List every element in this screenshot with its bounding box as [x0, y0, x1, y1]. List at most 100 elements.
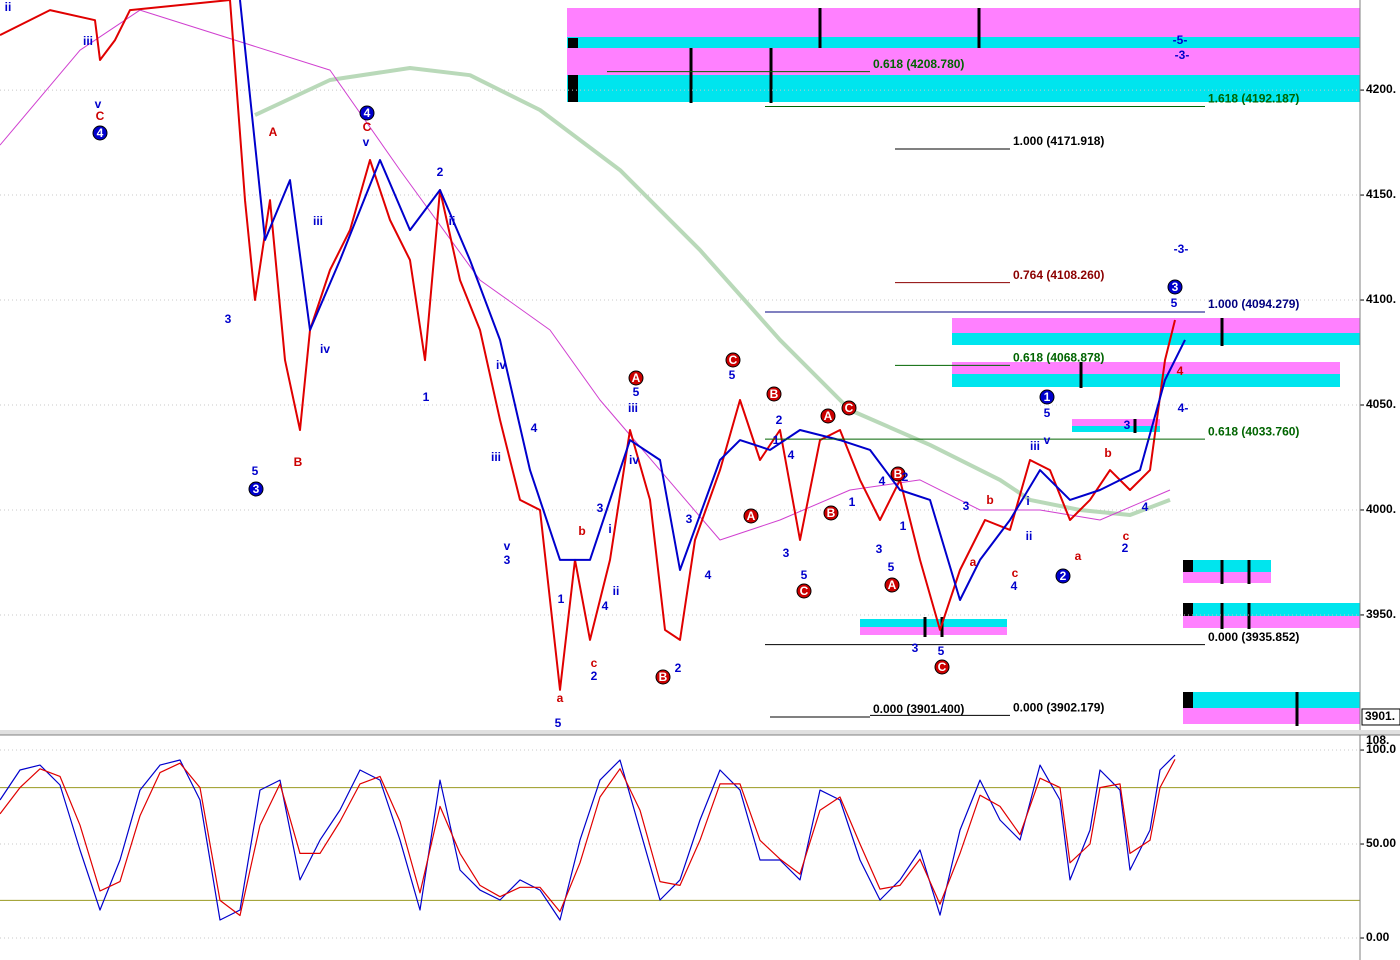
y-tick-label: 4150.	[1366, 187, 1396, 201]
wave-label: b	[578, 524, 585, 538]
panel-separator	[0, 730, 1400, 735]
zone-band	[860, 627, 1007, 635]
y-tick-label: 4000.	[1366, 502, 1396, 516]
wave-label: v	[504, 539, 511, 553]
wave-label: 1	[773, 433, 780, 447]
fib-label: 0.618 (4208.780)	[873, 57, 964, 71]
wave-label: c	[1012, 566, 1019, 580]
wave-label: 5	[1171, 296, 1178, 310]
wave-label: iii	[491, 450, 501, 464]
last-price-label: 3901.	[1365, 709, 1395, 723]
wave-label: ii	[1026, 529, 1033, 543]
wave-label: 2	[437, 165, 444, 179]
wave-label: 2	[776, 413, 783, 427]
wave-label: 5	[729, 368, 736, 382]
wave-label: -3-	[1174, 242, 1189, 256]
wave-label: 3	[1172, 280, 1179, 294]
wave-label: 5	[252, 464, 259, 478]
wave-label: ii	[449, 214, 456, 228]
wave-label: 3	[1124, 418, 1131, 432]
wave-label: v	[363, 135, 370, 149]
zone-band	[1183, 572, 1271, 583]
wave-label: B	[770, 387, 779, 401]
fib-label: 1.000 (4094.279)	[1208, 297, 1299, 311]
wave-label: 1	[1044, 390, 1051, 404]
y-tick-label: 108.	[1366, 733, 1389, 747]
wave-label: 4-	[1178, 401, 1189, 415]
wave-label: 4	[364, 106, 371, 120]
wave-label: 5	[1044, 406, 1051, 420]
wave-label: 4	[788, 448, 795, 462]
wave-label: ii	[613, 584, 620, 598]
wave-label: B	[659, 670, 668, 684]
wave-label: 4	[97, 126, 104, 140]
wave-label: i	[608, 522, 611, 536]
wave-label: 5	[888, 560, 895, 574]
wave-label: C	[845, 401, 854, 415]
wave-label: 5	[938, 644, 945, 658]
wave-label: 3	[597, 501, 604, 515]
wave-label: 4	[1011, 579, 1018, 593]
wave-label: 4	[531, 421, 538, 435]
zone-band	[1183, 603, 1360, 616]
y-tick-label: 0.00	[1366, 930, 1390, 944]
wave-marker	[766, 386, 782, 402]
wave-marker	[884, 577, 900, 593]
fib-label: 0.000 (3935.852)	[1208, 630, 1299, 644]
zone-band	[567, 37, 1360, 48]
series-line	[239, 0, 1186, 601]
wave-marker	[92, 125, 108, 141]
wave-label: c	[591, 656, 598, 670]
wave-label: 4	[879, 474, 886, 488]
wave-label: 3	[783, 546, 790, 560]
wave-marker	[743, 508, 759, 524]
y-tick-label: 50.00	[1366, 836, 1396, 850]
wave-label: 2	[675, 661, 682, 675]
wave-label: 1	[900, 519, 907, 533]
wave-label: 3	[225, 312, 232, 326]
series-line	[254, 66, 1171, 517]
wave-label: C	[800, 584, 809, 598]
wave-label: c	[1123, 529, 1130, 543]
zone-band	[952, 333, 1360, 345]
wave-marker	[796, 583, 812, 599]
wave-marker	[359, 105, 375, 121]
wave-label: 3	[876, 542, 883, 556]
wave-label: v	[95, 97, 102, 111]
zone-band	[952, 374, 1340, 387]
wave-marker	[820, 408, 836, 424]
series-line	[0, 754, 1176, 921]
wave-label: v	[1044, 433, 1051, 447]
wave-label: C	[96, 109, 105, 123]
wave-marker	[823, 505, 839, 521]
wave-label: 1	[849, 495, 856, 509]
zone-band	[1183, 692, 1360, 708]
wave-label: 2	[591, 669, 598, 683]
zone-marker	[1183, 692, 1193, 708]
wave-label: a	[1075, 549, 1082, 563]
wave-label: iii	[313, 214, 323, 228]
wave-label: iv	[320, 342, 330, 356]
zone-band	[860, 619, 1007, 627]
wave-marker	[934, 659, 950, 675]
wave-label: 3	[686, 512, 693, 526]
zone-band	[1183, 708, 1360, 724]
wave-label: 3	[504, 553, 511, 567]
wave-label: -3-	[1175, 48, 1190, 62]
wave-label: 2	[1122, 541, 1129, 555]
fib-label: 0.618 (4068.878)	[1013, 351, 1104, 365]
zone-band	[952, 362, 1340, 374]
zone-marker	[568, 75, 578, 102]
wave-label: 4	[705, 568, 712, 582]
y-tick-label: 3950.	[1366, 607, 1396, 621]
wave-marker	[890, 466, 906, 482]
series-line	[0, 9, 1171, 541]
wave-label: 2	[902, 470, 909, 484]
wave-label: A	[269, 125, 278, 139]
zone-marker	[568, 38, 578, 48]
wave-label: C	[729, 353, 738, 367]
zone-band	[1072, 419, 1160, 426]
wave-label: 3	[253, 482, 260, 496]
